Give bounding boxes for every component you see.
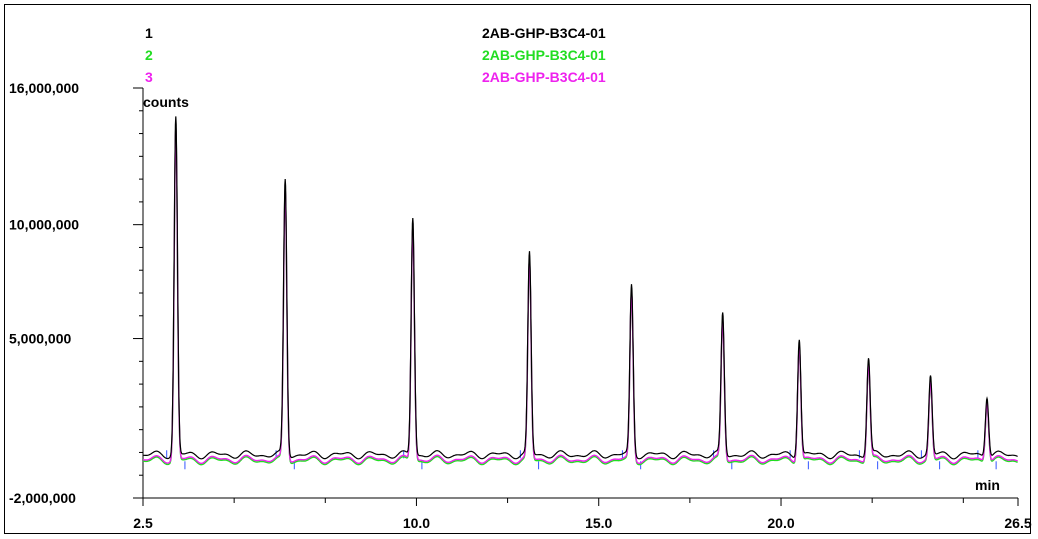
x-tick-label: 20.0 <box>767 515 794 531</box>
x-axis-label: min <box>975 477 1000 493</box>
series-1-line <box>142 116 1018 460</box>
x-tick-label: 15.0 <box>585 515 612 531</box>
series-lines <box>142 116 1018 466</box>
y-tick-label: -2,000,000 <box>9 490 76 506</box>
y-tick-label: 10,000,000 <box>9 217 79 233</box>
legend-name-3: 2AB-GHP-B3C4-01 <box>482 69 606 85</box>
legend-index-3: 3 <box>145 69 153 85</box>
x-tick-label: 10.0 <box>403 515 430 531</box>
x-tick-label: 2.5 <box>133 515 153 531</box>
legend-name-1: 2AB-GHP-B3C4-01 <box>482 25 606 41</box>
series-3-line <box>143 127 1018 465</box>
chart-frame <box>4 4 1031 534</box>
marks <box>166 450 997 470</box>
legend: 1 2AB-GHP-B3C4-01 2 2AB-GHP-B3C4-01 3 2A… <box>145 25 606 85</box>
legend-name-2: 2AB-GHP-B3C4-01 <box>482 47 606 63</box>
axes: 16,000,000 10,000,000 5,000,000 -2,000,000 2… <box>9 80 1032 531</box>
series-2-line <box>142 127 1018 466</box>
y-tick-label: 16,000,000 <box>9 80 79 96</box>
legend-index-2: 2 <box>145 47 153 63</box>
legend-index-1: 1 <box>145 25 153 41</box>
x-tick-label: 26.5 <box>1004 515 1031 531</box>
y-axis-label: counts <box>143 94 189 110</box>
y-tick-label: 5,000,000 <box>9 331 71 347</box>
